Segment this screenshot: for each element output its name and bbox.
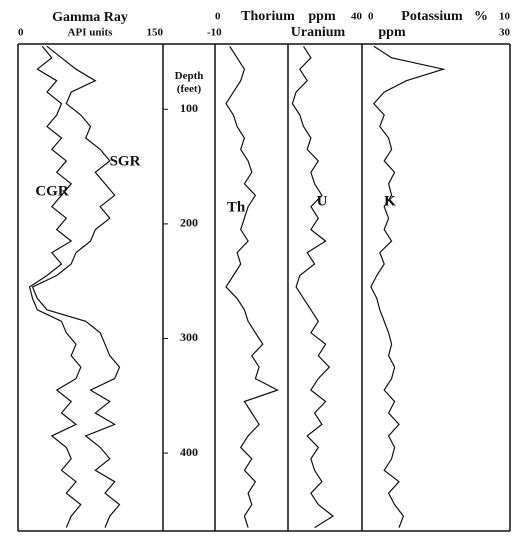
curve-label: CGR <box>35 183 69 199</box>
x-tick-label: 150 <box>147 27 164 39</box>
curve-label: U <box>317 193 328 209</box>
log-curve <box>291 45 335 529</box>
log-curve <box>225 45 280 528</box>
track-title: Potassium <box>401 9 463 24</box>
x-tick-label: 0 <box>215 11 221 23</box>
depth-tick-label: 400 <box>180 445 198 459</box>
x-tick-label: -10 <box>207 27 222 39</box>
track-title: Uranium <box>291 25 346 40</box>
depth-tick-label: 300 <box>180 330 198 344</box>
x-tick-label: 40 <box>351 11 363 23</box>
depth-axis-title: Depth (feet) <box>174 70 204 95</box>
x-tick-label: 30 <box>499 27 511 39</box>
track-unit: ppm <box>378 25 406 40</box>
log-curve <box>28 45 82 528</box>
track-title: Thorium <box>241 9 295 24</box>
track-borders <box>17 43 511 532</box>
curve-label: K <box>384 193 396 209</box>
depth-tick-label: 100 <box>180 101 198 115</box>
track-unit: API units <box>68 27 114 39</box>
log-curve <box>370 45 446 528</box>
log-curve <box>31 45 121 528</box>
track-unit: ppm <box>308 9 336 24</box>
curve-label: SGR <box>110 153 141 169</box>
x-tick-label: 10 <box>499 11 511 23</box>
x-tick-label: 0 <box>18 27 24 39</box>
track-unit: % <box>474 9 488 24</box>
x-tick-label: 0 <box>368 11 374 23</box>
curve-label: Th <box>227 199 246 215</box>
depth-tick-label: 200 <box>180 216 198 230</box>
track-title: Gamma Ray <box>52 10 128 25</box>
